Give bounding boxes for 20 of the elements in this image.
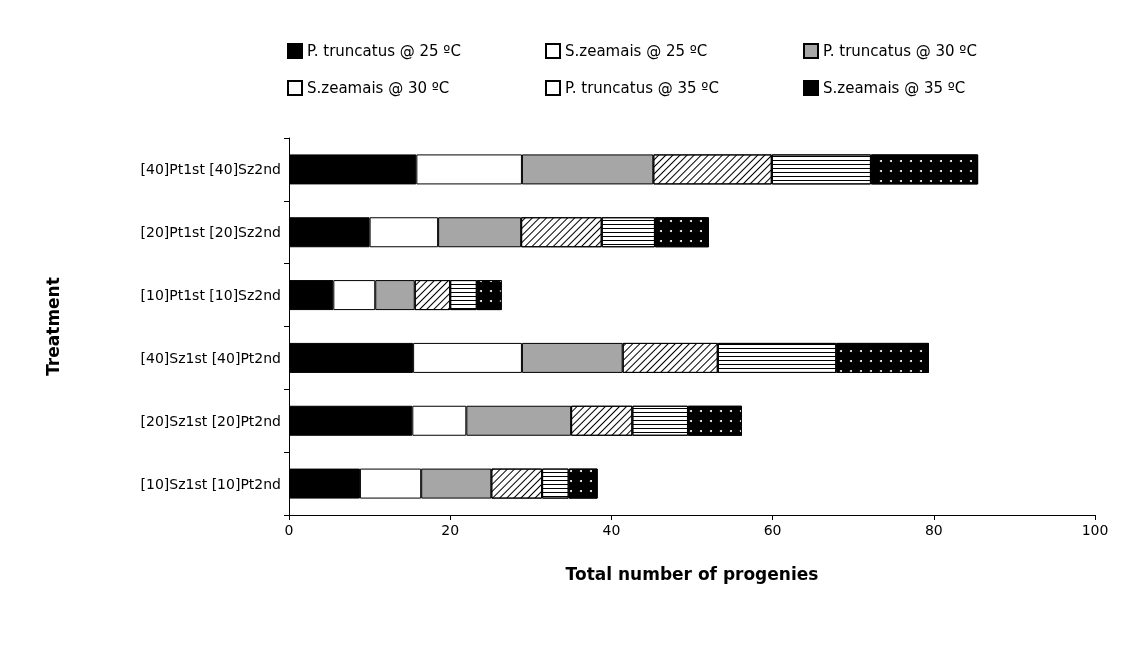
y-tick-label: [10]Pt1st [10]Sz2nd [140,287,281,304]
legend-label: S.zeamais @ 30 ºC [307,79,450,97]
y-tick-label: [40]Sz1st [40]Pt2nd [140,349,281,366]
x-axis-title: Total number of progenies [565,563,819,584]
x-tick-label: 40 [602,522,621,538]
legend-label: P. truncatus @ 25 ºC [307,42,461,60]
legend-label: S.zeamais @ 35 ºC [823,79,966,97]
x-tick-label: 20 [441,522,460,538]
legend-label: P. truncatus @ 30 ºC [823,42,977,60]
y-tick-label: [20]Pt1st [20]Sz2nd [140,224,281,241]
legend-label: S.zeamais @ 25 ºC [565,42,708,60]
y-tick-label: [20]Sz1st [20]Pt2nd [140,412,281,429]
y-tick-label: [10]Sz1st [10]Pt2nd [140,475,281,492]
x-tick-label: 60 [763,522,782,538]
x-tick-label: 80 [924,522,943,538]
legend-label: P. truncatus @ 35 ºC [565,79,719,97]
x-tick-label: 0 [284,522,294,538]
y-tick-label: [40]Pt1st [40]Sz2nd [140,161,281,178]
y-axis-title: Treatment [42,277,63,376]
x-tick-label: 100 [1081,522,1109,538]
